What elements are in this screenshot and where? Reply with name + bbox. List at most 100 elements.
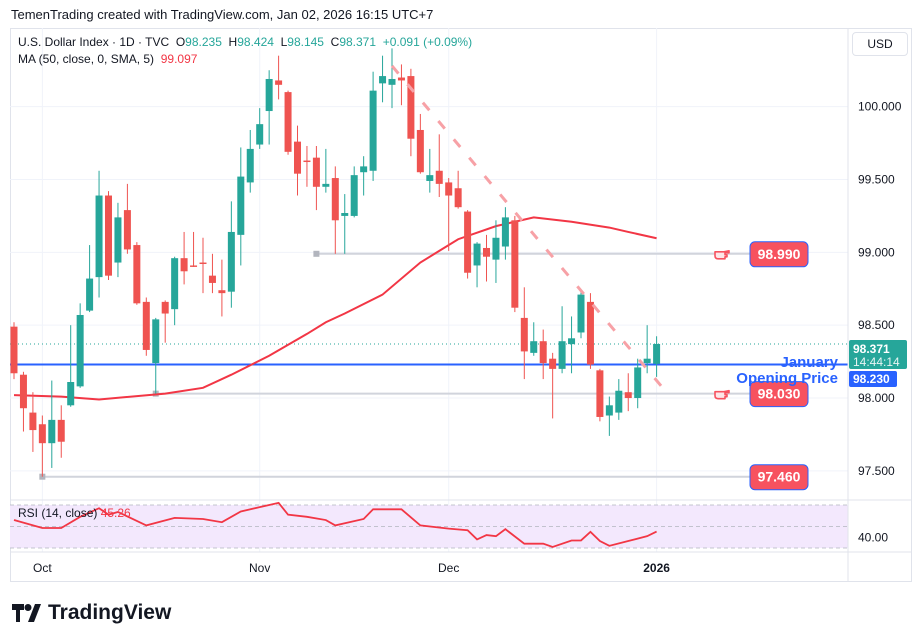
tradingview-logo[interactable]: TradingView bbox=[12, 601, 171, 625]
candle[interactable] bbox=[492, 220, 500, 283]
candle[interactable] bbox=[227, 201, 235, 308]
candle[interactable] bbox=[464, 210, 472, 279]
candle[interactable] bbox=[511, 215, 519, 313]
high-label: H bbox=[228, 35, 238, 49]
pointing-hand-icon bbox=[714, 250, 730, 260]
candle[interactable] bbox=[360, 156, 368, 196]
candle[interactable] bbox=[76, 303, 84, 388]
candle[interactable] bbox=[256, 108, 264, 149]
candle[interactable] bbox=[67, 325, 75, 407]
candle[interactable] bbox=[10, 322, 18, 380]
candle[interactable] bbox=[322, 148, 330, 193]
candle-body bbox=[624, 392, 632, 399]
candle-body bbox=[246, 148, 254, 183]
trendline[interactable] bbox=[390, 64, 667, 393]
candle[interactable] bbox=[520, 287, 528, 380]
candle[interactable] bbox=[152, 317, 160, 394]
candle[interactable] bbox=[114, 202, 122, 278]
candle[interactable] bbox=[331, 166, 339, 254]
candle[interactable] bbox=[653, 336, 661, 377]
candle[interactable] bbox=[416, 113, 424, 174]
candle[interactable] bbox=[596, 368, 604, 422]
candle-body bbox=[331, 178, 339, 221]
candle[interactable] bbox=[161, 300, 169, 343]
candle[interactable] bbox=[435, 134, 443, 197]
candle[interactable] bbox=[246, 129, 254, 193]
candle[interactable] bbox=[57, 405, 65, 458]
candle[interactable] bbox=[133, 242, 141, 305]
opening-price-tag: 98.230 bbox=[849, 371, 897, 387]
ma-label[interactable]: MA (50, close, 0, SMA, 5) bbox=[18, 52, 155, 66]
candle-body bbox=[86, 278, 94, 311]
rsi-label[interactable]: RSI (14, close) bbox=[18, 506, 98, 520]
candle[interactable] bbox=[586, 293, 594, 369]
candle[interactable] bbox=[19, 371, 27, 432]
candle[interactable] bbox=[577, 290, 585, 339]
ma-row: MA (50, close, 0, SMA, 5) 99.097 bbox=[18, 51, 472, 68]
candle-body bbox=[549, 358, 557, 369]
candle[interactable] bbox=[275, 55, 283, 100]
candle[interactable] bbox=[284, 90, 292, 155]
annotation-opening-price[interactable]: Opening Price bbox=[736, 370, 838, 387]
candle[interactable] bbox=[530, 322, 538, 356]
candle[interactable] bbox=[369, 71, 377, 181]
candle[interactable] bbox=[199, 237, 207, 294]
candle[interactable] bbox=[426, 148, 434, 193]
candle[interactable] bbox=[473, 242, 481, 288]
candle[interactable] bbox=[208, 253, 216, 294]
level-label-box[interactable] bbox=[749, 241, 809, 268]
candle[interactable] bbox=[397, 64, 405, 106]
candle[interactable] bbox=[549, 352, 557, 419]
candle[interactable] bbox=[605, 396, 613, 436]
candle[interactable] bbox=[634, 358, 642, 409]
candle[interactable] bbox=[558, 306, 566, 374]
last-price-value: 98.371 bbox=[853, 342, 890, 356]
candle[interactable] bbox=[105, 191, 112, 281]
level-anchor[interactable] bbox=[313, 250, 320, 257]
candle[interactable] bbox=[86, 245, 94, 313]
candle[interactable] bbox=[350, 166, 358, 218]
candle[interactable] bbox=[379, 55, 387, 103]
candle[interactable] bbox=[123, 183, 131, 254]
candle-body bbox=[199, 262, 207, 264]
candle[interactable] bbox=[624, 373, 632, 412]
candle[interactable] bbox=[48, 380, 56, 468]
high-value: 98.424 bbox=[237, 35, 274, 49]
candle-body bbox=[48, 419, 56, 444]
candle[interactable] bbox=[171, 256, 179, 326]
annotation-january[interactable]: January bbox=[780, 354, 838, 371]
candle[interactable] bbox=[615, 379, 623, 420]
candle[interactable] bbox=[445, 178, 453, 251]
low-value: 98.145 bbox=[287, 35, 324, 49]
candle[interactable] bbox=[294, 125, 301, 196]
candle[interactable] bbox=[303, 146, 311, 187]
candle[interactable] bbox=[190, 231, 198, 267]
candle-body bbox=[227, 231, 235, 292]
candle[interactable] bbox=[501, 207, 509, 260]
candle[interactable] bbox=[265, 70, 273, 145]
level-label-box[interactable] bbox=[749, 464, 809, 491]
candle[interactable] bbox=[38, 415, 46, 477]
candle[interactable] bbox=[95, 170, 103, 298]
level-label-box[interactable] bbox=[749, 381, 809, 408]
symbol-label[interactable]: U.S. Dollar Index · 1D · TVC bbox=[18, 35, 170, 49]
candle[interactable] bbox=[388, 48, 396, 109]
candle[interactable] bbox=[29, 392, 37, 452]
candle[interactable] bbox=[454, 170, 462, 209]
candle[interactable] bbox=[539, 329, 547, 380]
candle[interactable] bbox=[180, 231, 188, 285]
candle[interactable] bbox=[407, 68, 415, 157]
currency-button[interactable]: USD bbox=[852, 32, 908, 56]
candle[interactable] bbox=[142, 297, 150, 356]
candle[interactable] bbox=[483, 234, 490, 282]
candle[interactable] bbox=[568, 316, 576, 374]
candle[interactable] bbox=[312, 146, 320, 211]
candle[interactable] bbox=[237, 147, 245, 266]
candle-body bbox=[407, 76, 415, 139]
candle[interactable] bbox=[643, 325, 651, 374]
level-label: 98.990 bbox=[758, 246, 801, 262]
candle[interactable] bbox=[341, 194, 349, 254]
candle-body bbox=[435, 170, 443, 184]
candle[interactable] bbox=[218, 259, 226, 317]
